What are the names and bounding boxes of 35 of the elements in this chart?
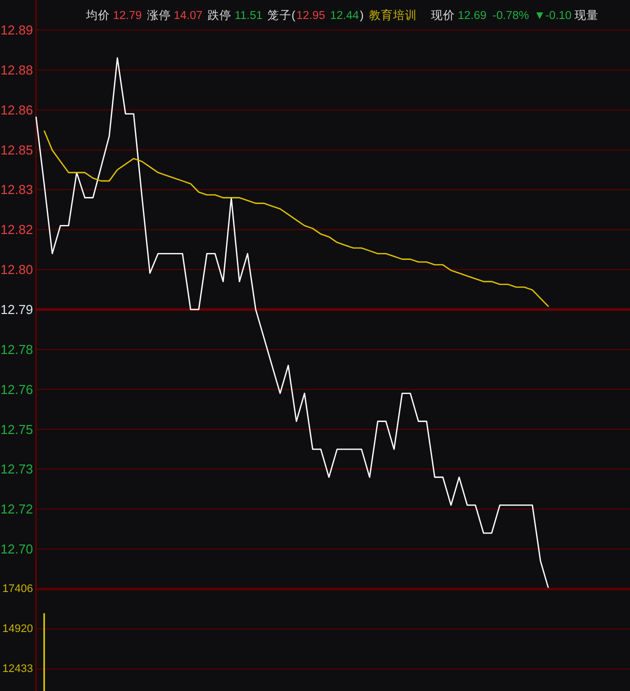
y-tick-label: 14920 xyxy=(2,622,33,635)
y-tick-label: 12.85 xyxy=(0,142,33,158)
text: 12.44 xyxy=(330,10,360,22)
text: 现量 xyxy=(574,9,599,22)
text: 现价 xyxy=(430,9,455,22)
text: -0.78% xyxy=(492,10,529,22)
y-tick-label: 12.75 xyxy=(0,422,33,437)
y-tick-label: 12.79 xyxy=(0,302,33,317)
y-tick-label: 12.78 xyxy=(0,342,33,357)
text: ) xyxy=(360,10,364,22)
text: 12.69 xyxy=(458,10,487,22)
line-series xyxy=(43,130,550,308)
text: 均价 xyxy=(85,9,110,22)
text: 12.95 xyxy=(296,10,326,22)
y-tick-label: 12433 xyxy=(2,662,33,675)
text: 笼子( xyxy=(268,9,296,22)
text: 11.51 xyxy=(234,10,262,22)
y-tick-label: 12.72 xyxy=(0,502,33,517)
y-tick-label: 12.89 xyxy=(0,22,33,38)
y-tick-label: 17406 xyxy=(2,583,33,595)
text: 12.79 xyxy=(113,10,142,22)
y-tick-label: 12.73 xyxy=(0,462,33,477)
text: ▼-0.10 xyxy=(534,10,572,22)
y-tick-label: 12.80 xyxy=(0,262,33,278)
text: 教育培训 xyxy=(368,8,417,22)
y-tick-label: 12.76 xyxy=(0,382,33,397)
y-tick-label: 12.70 xyxy=(0,542,33,557)
text: 14.07 xyxy=(174,10,203,22)
text: 跌停 xyxy=(208,9,232,22)
y-tick-label: 12.83 xyxy=(0,182,33,198)
y-tick-label: 12.88 xyxy=(0,62,33,78)
y-tick-label: 12.82 xyxy=(0,222,33,238)
text: 涨停 xyxy=(146,9,171,22)
y-tick-label: 12.86 xyxy=(0,102,33,118)
line-series xyxy=(35,57,550,590)
